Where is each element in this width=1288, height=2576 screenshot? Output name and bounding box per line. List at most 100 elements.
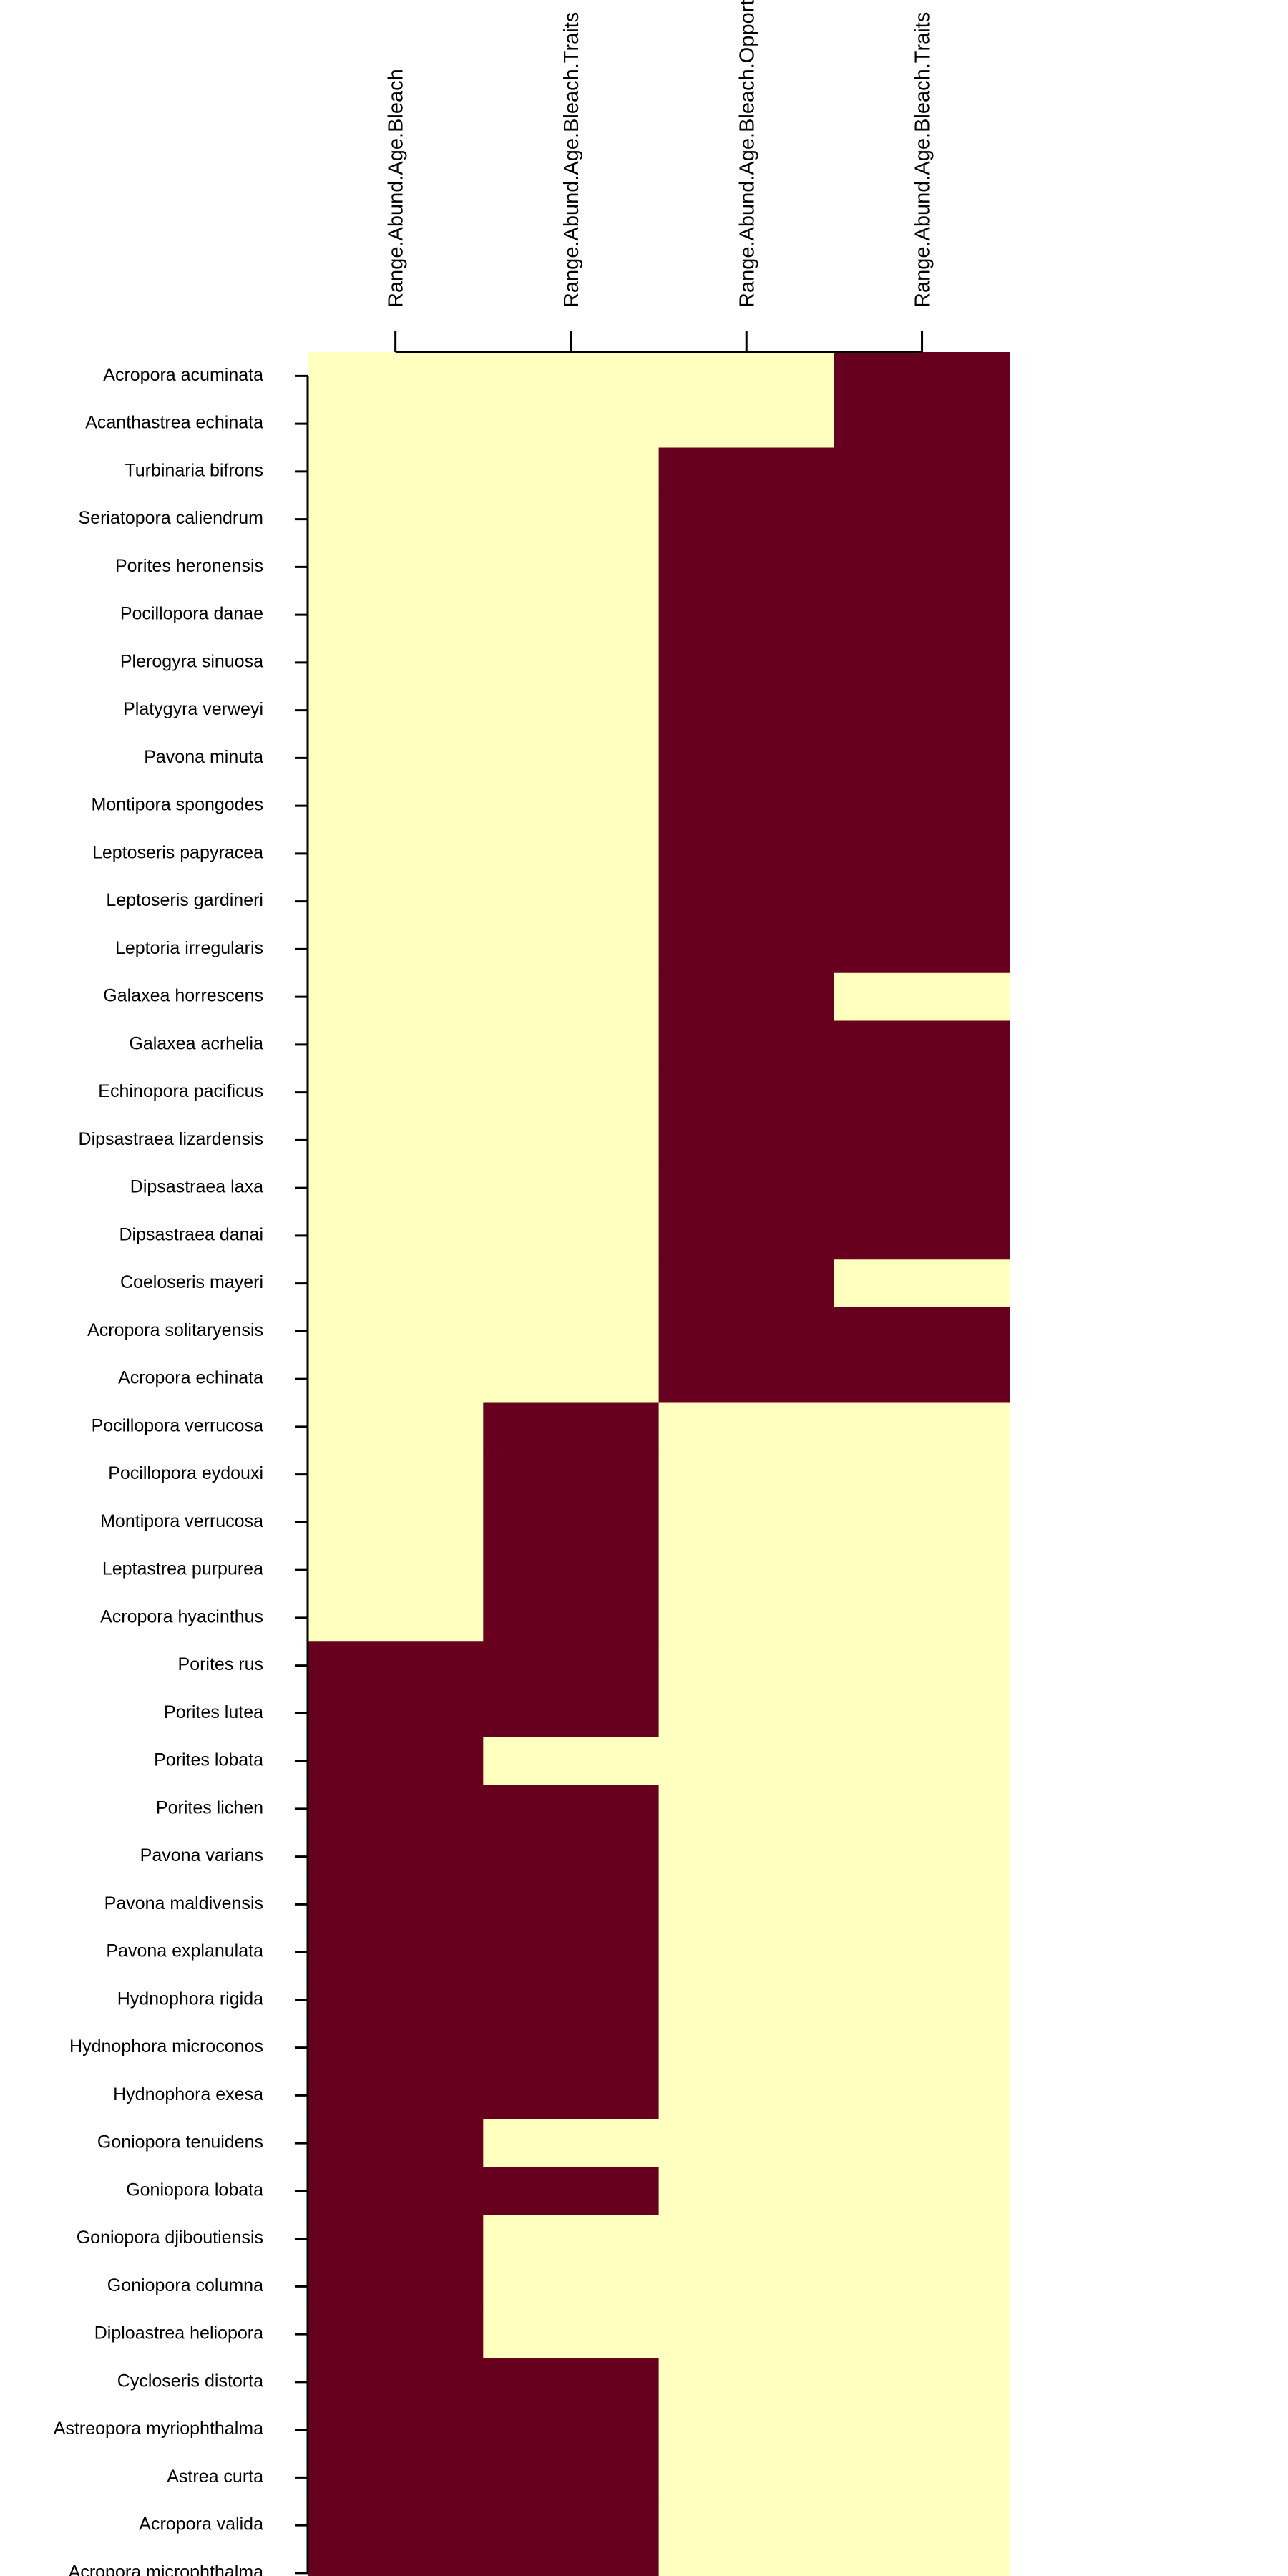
heatmap-cell	[658, 1211, 835, 1260]
heatmap-cell	[308, 2454, 484, 2502]
heatmap-cell	[658, 1402, 835, 1451]
row-label: Leptoria irregularis	[115, 938, 263, 958]
heatmap-cell	[658, 447, 835, 496]
row-label: Porites rus	[178, 1654, 263, 1674]
column-label: Range.Abund.Age.Bleach.Traits	[912, 12, 935, 308]
heatmap-cell	[308, 495, 484, 544]
heatmap-cell	[834, 495, 1010, 544]
row-label: Acropora hyacinthus	[100, 1606, 263, 1626]
heatmap-cell	[308, 972, 484, 1022]
row-label: Leptoseris gardineri	[106, 890, 263, 910]
heatmap-cell	[483, 2215, 660, 2263]
heatmap-cell	[308, 1546, 484, 1595]
heatmap-cell	[834, 590, 1010, 640]
heatmap-cell	[308, 1594, 484, 1642]
heatmap-cell	[658, 2215, 835, 2263]
row-label: Dipsastraea lizardensis	[79, 1129, 263, 1149]
heatmap-cell	[834, 2263, 1010, 2311]
heatmap-cell	[834, 2454, 1010, 2502]
heatmap-cell	[308, 1307, 484, 1356]
heatmap-cell	[658, 2072, 835, 2120]
heatmap-cell	[658, 1355, 835, 1404]
heatmap-cell	[308, 543, 484, 592]
heatmap-cell	[658, 734, 835, 783]
heatmap-cell	[483, 1976, 660, 2024]
heatmap-cell	[834, 1211, 1010, 1260]
row-label: Galaxea horrescens	[103, 986, 263, 1006]
row-label: Astreopora myriophthalma	[54, 2419, 263, 2439]
heatmap-cell	[834, 829, 1010, 878]
heatmap-cell	[834, 2024, 1010, 2072]
heatmap-cell	[483, 2358, 660, 2406]
row-label: Hydnophora rigida	[117, 1989, 263, 2009]
heatmap-cell	[483, 352, 660, 401]
heatmap-cell	[308, 2024, 484, 2072]
heatmap-cell	[308, 1641, 484, 1690]
heatmap-cell	[658, 495, 835, 544]
row-label: Goniopora djiboutiensis	[77, 2228, 263, 2248]
heatmap-cell	[308, 1211, 484, 1260]
row-label: Hydnophora exesa	[113, 2084, 263, 2104]
heatmap-cell	[834, 1020, 1010, 1069]
heatmap-cell	[834, 686, 1010, 735]
heatmap-cell	[483, 829, 660, 878]
heatmap-cell	[483, 2406, 660, 2454]
heatmap-cell	[658, 829, 835, 878]
heatmap-cell	[483, 2454, 660, 2502]
heatmap-cell	[483, 638, 660, 687]
heatmap-cell	[658, 1833, 835, 1881]
heatmap-cell	[483, 1020, 660, 1069]
heatmap-cell	[308, 1259, 484, 1308]
heatmap-cell	[834, 1259, 1010, 1308]
heatmap-cell	[834, 1402, 1010, 1451]
row-label: Plerogyra sinuosa	[120, 651, 263, 671]
heatmap-cell	[658, 2263, 835, 2311]
heatmap-cell	[483, 1307, 660, 1356]
row-label: Pocillopora danae	[120, 604, 263, 624]
heatmap-cell	[658, 2454, 835, 2502]
row-label: Galaxea acrhelia	[129, 1033, 263, 1053]
heatmap-cell	[834, 1880, 1010, 1929]
heatmap-cell	[483, 781, 660, 831]
heatmap-cell	[308, 2501, 484, 2550]
heatmap-cell	[308, 781, 484, 831]
heatmap-cell	[834, 2406, 1010, 2454]
heatmap-cell	[308, 1833, 484, 1881]
heatmap-cell	[658, 1928, 835, 1977]
heatmap-cell	[658, 1259, 835, 1308]
heatmap-cell	[308, 590, 484, 640]
row-label: Acropora acuminata	[103, 365, 263, 385]
heatmap-cell	[658, 1737, 835, 1786]
heatmap-cell	[658, 1450, 835, 1499]
heatmap-cell	[483, 2263, 660, 2311]
heatmap-cell	[483, 495, 660, 544]
heatmap-cell	[308, 1068, 484, 1117]
heatmap-cell	[308, 2358, 484, 2406]
heatmap-cell	[308, 686, 484, 735]
heatmap-cell	[483, 1402, 660, 1451]
row-label: Porites lichen	[156, 1797, 263, 1818]
row-label: Pocillopora eydouxi	[108, 1463, 263, 1483]
heatmap-cell	[834, 1116, 1010, 1165]
row-label: Goniopora tenuidens	[97, 2132, 263, 2152]
heatmap-cell	[483, 1689, 660, 1738]
row-label: Leptastrea purpurea	[102, 1559, 263, 1579]
row-label: Hydnophora microconos	[69, 2036, 263, 2057]
heatmap-cell	[834, 2549, 1010, 2576]
heatmap-cell	[658, 1498, 835, 1547]
heatmap-cell	[308, 2119, 484, 2168]
row-label: Goniopora columna	[107, 2275, 263, 2296]
heatmap-cell	[834, 1689, 1010, 1738]
heatmap-cell	[308, 925, 484, 974]
heatmap-cell	[483, 1355, 660, 1404]
heatmap-cell	[308, 734, 484, 783]
heatmap-cell	[308, 1498, 484, 1547]
heatmap-cell	[308, 2263, 484, 2311]
heatmap-cell	[834, 1068, 1010, 1117]
heatmap-cell	[308, 1785, 484, 1833]
row-label: Platygyra verweyi	[123, 699, 263, 719]
heatmap-cell	[308, 352, 484, 401]
heatmap-cell	[834, 1928, 1010, 1977]
heatmap-cell	[834, 1450, 1010, 1499]
